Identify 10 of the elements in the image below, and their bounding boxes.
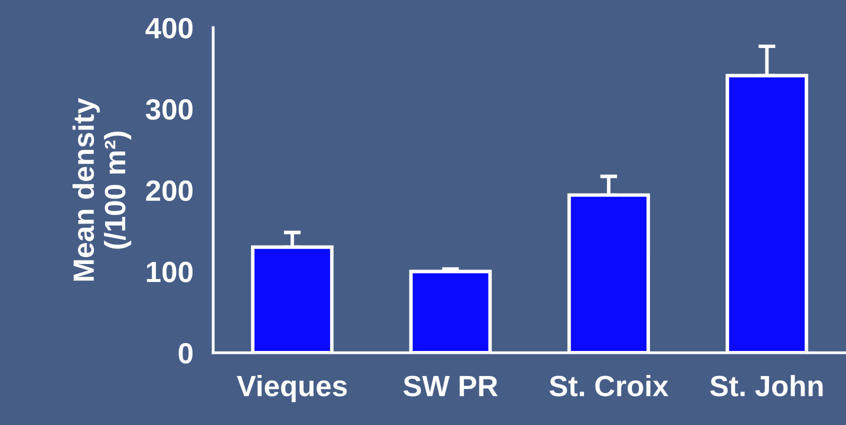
x-tick-label: St. John (710, 374, 823, 396)
y-tick-label: 100 (146, 262, 193, 282)
y-tick-label: 200 (146, 180, 193, 202)
x-tick-label: Vieques (236, 374, 347, 402)
y-tick-label: 0 (178, 342, 193, 364)
y-tick-label: 300 (146, 99, 193, 120)
x-tick-label: St. Croix (550, 374, 668, 396)
x-tick-label: SW PR (404, 376, 498, 396)
y-tick-label: 400 (146, 18, 193, 38)
y-axis-title: Mean density (/100 m²) (72, 98, 132, 281)
